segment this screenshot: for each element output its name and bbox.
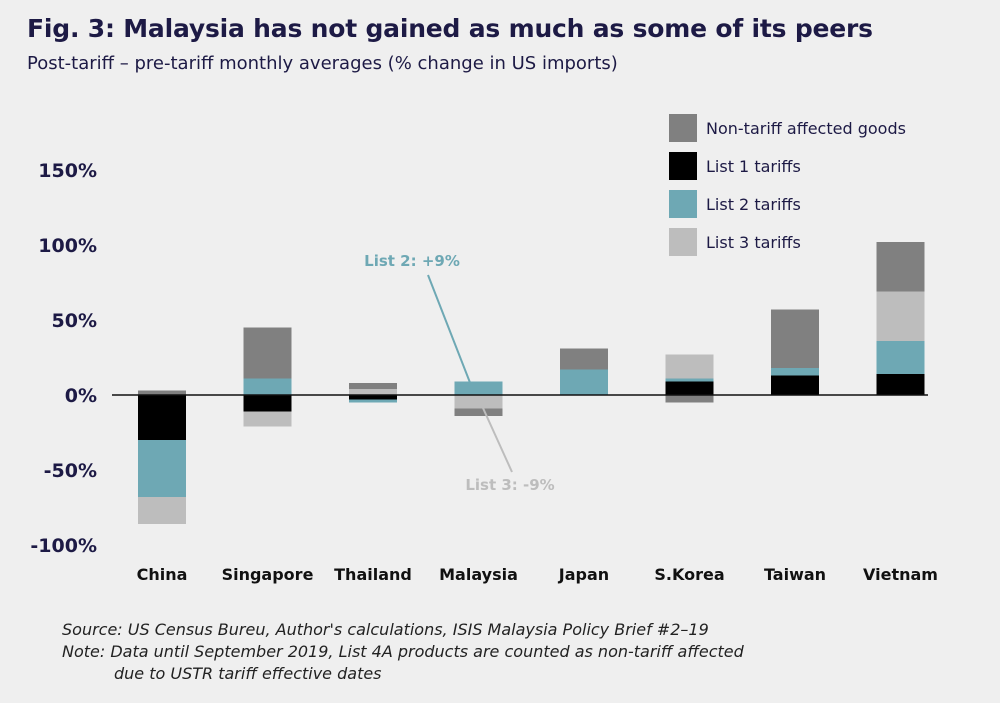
annotation-label: List 2: +9% — [364, 252, 460, 270]
bar-segment — [876, 341, 925, 374]
bar-segment — [454, 395, 503, 409]
chart-notes: Source: US Census Bureu, Author's calcul… — [62, 619, 744, 685]
x-tick-label: Japan — [558, 565, 609, 584]
data-note: Note: Data until September 2019, List 4A… — [62, 642, 744, 661]
x-tick-label: Taiwan — [764, 565, 826, 584]
bar-segment — [138, 497, 186, 524]
bar-segment — [665, 395, 714, 403]
bar-segment — [665, 378, 714, 382]
y-tick-label: 0% — [65, 385, 97, 407]
bar-segment — [243, 395, 292, 412]
y-tick-label: -50% — [44, 460, 97, 482]
legend-swatch — [669, 190, 697, 218]
x-tick-label: Vietnam — [863, 565, 938, 584]
x-tick-label: China — [137, 565, 188, 584]
y-tick-label: -100% — [30, 535, 97, 557]
bar-segment — [138, 390, 186, 395]
bar-segment — [665, 354, 714, 379]
bar-segment — [349, 389, 397, 395]
bar-segment — [454, 381, 503, 395]
bar-segment — [454, 408, 503, 416]
legend-swatch — [669, 152, 697, 180]
bar-segment — [876, 291, 925, 341]
annotation-leader-line — [427, 274, 474, 390]
bar-segment — [876, 374, 925, 395]
bar-segment — [138, 395, 186, 440]
y-tick-label: 100% — [38, 235, 97, 257]
legend-label: List 1 tariffs — [706, 157, 801, 176]
bar-segment — [560, 369, 608, 395]
legend-label: List 2 tariffs — [706, 195, 801, 214]
bar-segment — [665, 381, 714, 395]
bar-segment — [243, 411, 292, 427]
annotation-label: List 3: -9% — [465, 476, 554, 494]
x-tick-label: Singapore — [222, 565, 314, 584]
bar-segment — [349, 383, 397, 389]
x-tick-label: Thailand — [334, 565, 412, 584]
bar-segment — [349, 395, 397, 400]
y-tick-label: 50% — [52, 310, 97, 332]
bar-segment — [771, 368, 819, 376]
bar-segment — [243, 378, 292, 395]
legend-label: List 3 tariffs — [706, 233, 801, 252]
bar-segment — [349, 399, 397, 403]
legend-label: Non-tariff affected goods — [706, 119, 906, 138]
bar-segment — [138, 440, 186, 497]
x-tick-label: Malaysia — [439, 565, 518, 584]
bar-segment — [243, 327, 292, 379]
y-tick-label: 150% — [38, 160, 97, 182]
data-note-continued: due to USTR tariff effective dates — [114, 664, 382, 683]
chart-subtitle: Post-tariff – pre-tariff monthly average… — [27, 53, 618, 74]
legend-swatch — [669, 114, 697, 142]
legend-swatch — [669, 228, 697, 256]
bar-segment — [876, 242, 925, 292]
x-tick-label: S.Korea — [654, 565, 724, 584]
source-note: Source: US Census Bureu, Author's calcul… — [62, 620, 709, 639]
bar-segment — [771, 375, 819, 395]
chart-title: Fig. 3: Malaysia has not gained as much … — [27, 14, 873, 43]
annotation-leader-line — [479, 402, 513, 473]
bar-segment — [560, 348, 608, 370]
bar-segment — [771, 309, 819, 368]
